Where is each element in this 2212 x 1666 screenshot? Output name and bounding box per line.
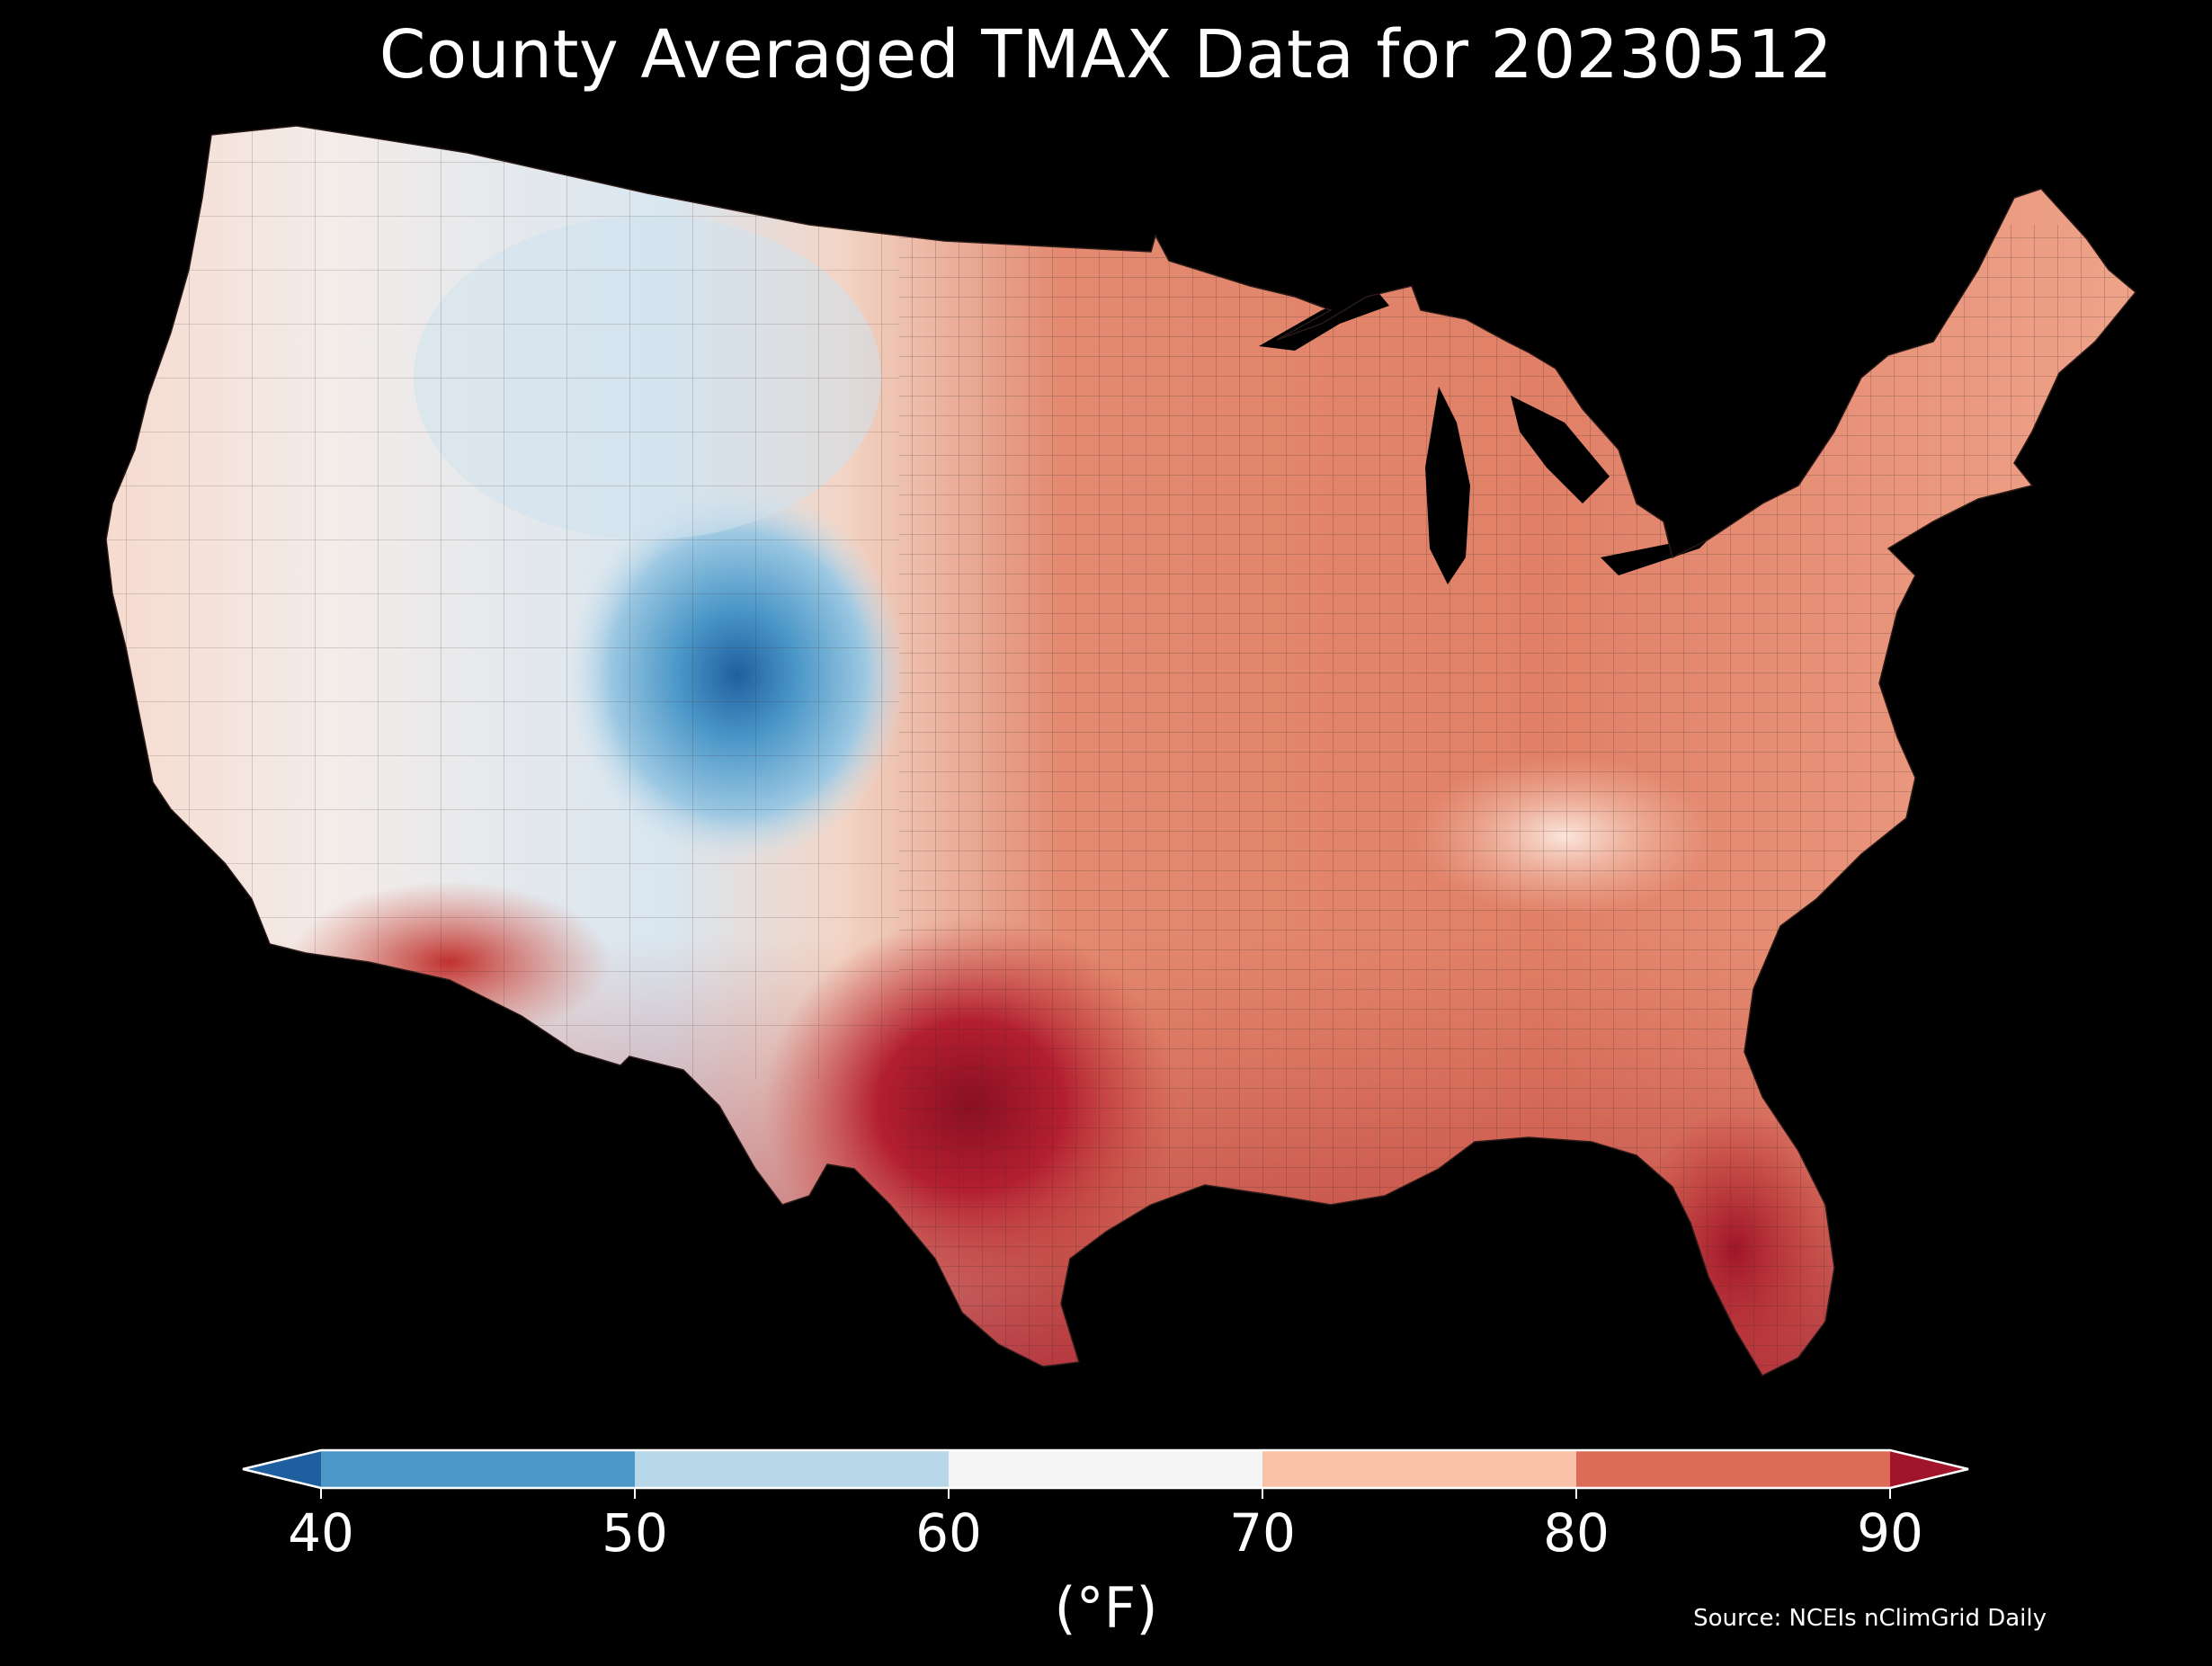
colorbar: 40 50 60 70 80 90 <box>242 1448 1969 1564</box>
colorbar-tick-label: 90 <box>1857 1502 1923 1564</box>
source-note: Source: NCEIs nClimGrid Daily <box>1693 1605 2047 1632</box>
great-lakes-michigan <box>1425 387 1470 584</box>
us-county-map <box>106 126 2136 1376</box>
colorbar-extend-high <box>1890 1450 1968 1488</box>
colorbar-unit-label: (°F) <box>1054 1575 1157 1641</box>
colorbar-bin <box>635 1450 950 1488</box>
colorbar-tick-label: 70 <box>1229 1502 1296 1564</box>
colorbar-tick-label: 50 <box>602 1502 668 1564</box>
colorbar-extend-low <box>243 1450 321 1488</box>
colorbar-tick-label: 60 <box>915 1502 982 1564</box>
colorbar-bin <box>1262 1450 1577 1488</box>
colorbar-tick-label: 40 <box>288 1502 354 1564</box>
west-county-lines <box>106 126 899 1079</box>
great-lakes-huron-erie <box>1511 396 1726 575</box>
colorbar-bin <box>949 1450 1263 1488</box>
colorbar-bin <box>1576 1450 1891 1488</box>
colorbar-tick-label: 80 <box>1543 1502 1610 1564</box>
east-county-lines <box>899 225 2136 1376</box>
colorbar-bin <box>321 1450 636 1488</box>
map-title: County Averaged TMAX Data for 20230512 <box>379 16 1833 94</box>
